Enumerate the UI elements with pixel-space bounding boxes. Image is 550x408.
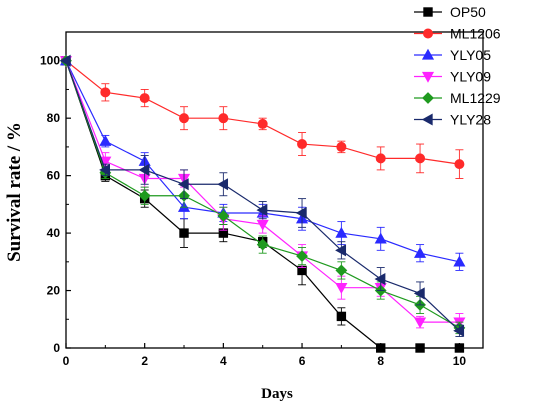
- data-point: [297, 139, 308, 150]
- data-point: [177, 178, 189, 191]
- data-point: [413, 287, 425, 300]
- legend-item-yly28: YLY28: [414, 112, 491, 128]
- chart-legend: OP50 ML1206 YLY05 YLY09 ML1229 YLY28: [414, 4, 501, 128]
- y-axis-title: Survival rate / %: [4, 122, 25, 262]
- legend-item-op50: OP50: [414, 4, 486, 20]
- data-point: [376, 343, 386, 353]
- data-point: [256, 219, 269, 231]
- legend-label: ML1206: [450, 26, 501, 42]
- chart-series: [59, 54, 466, 353]
- legend-label: OP50: [450, 4, 486, 20]
- data-point: [217, 178, 229, 191]
- series-yly28: [59, 54, 465, 337]
- data-point: [138, 163, 150, 176]
- legend-marker: [421, 113, 433, 126]
- series-ml1206: [61, 55, 465, 179]
- y-tick-label: 20: [47, 284, 61, 298]
- data-point: [257, 118, 268, 129]
- y-tick-label: 0: [53, 341, 60, 355]
- x-tick-label: 2: [141, 354, 148, 368]
- series-line: [65, 60, 460, 165]
- data-point: [335, 244, 347, 257]
- x-axis-title: Days: [261, 386, 293, 402]
- data-point: [139, 93, 150, 104]
- y-tick-label: 100: [40, 54, 60, 68]
- data-point: [374, 232, 387, 244]
- data-point: [336, 311, 347, 322]
- data-point: [256, 204, 268, 217]
- plot-frame: [65, 31, 484, 349]
- legend-label: YLY09: [450, 69, 491, 85]
- legend-marker: [421, 48, 435, 60]
- x-tick-label: 8: [377, 354, 384, 368]
- data-point: [138, 189, 151, 202]
- series-yly09: [59, 56, 466, 332]
- data-point: [454, 159, 465, 170]
- legend-marker: [423, 7, 433, 17]
- data-point: [374, 273, 386, 286]
- data-point: [59, 54, 71, 67]
- series-line: [65, 60, 460, 329]
- data-point: [335, 264, 348, 277]
- legend-item-yly09: YLY09: [414, 69, 491, 85]
- data-point: [217, 209, 230, 222]
- data-point: [453, 255, 466, 267]
- legend-item-yly05: YLY05: [414, 47, 491, 63]
- data-point: [415, 343, 425, 353]
- data-point: [414, 317, 427, 329]
- legend-label: YLY05: [450, 47, 491, 63]
- legend-label: YLY28: [450, 112, 491, 128]
- data-point: [453, 324, 465, 337]
- x-tick-label: 10: [453, 354, 467, 368]
- data-point: [335, 283, 348, 294]
- x-tick-label: 6: [299, 354, 306, 368]
- series-line: [65, 60, 460, 332]
- data-point: [100, 87, 111, 98]
- data-point: [179, 228, 189, 238]
- data-point: [336, 141, 347, 152]
- data-point: [296, 250, 308, 262]
- x-tick-label: 4: [220, 354, 227, 368]
- data-point: [454, 343, 465, 353]
- y-tick-label: 40: [47, 226, 61, 240]
- data-point: [295, 206, 307, 220]
- legend-marker: [423, 28, 433, 39]
- series-line: [65, 60, 460, 323]
- data-point: [375, 153, 386, 164]
- data-point: [414, 246, 427, 258]
- legend-item-ml1206: ML1206: [414, 26, 501, 42]
- legend-label: ML1229: [450, 90, 501, 106]
- data-point: [218, 113, 229, 124]
- data-point: [415, 153, 426, 164]
- series-ml1229: [60, 54, 466, 335]
- y-tick-label: 60: [47, 169, 61, 183]
- y-tick-label: 80: [47, 111, 61, 125]
- data-point: [335, 226, 348, 238]
- data-point: [99, 163, 110, 176]
- legend-marker: [422, 92, 434, 104]
- legend-marker: [421, 71, 435, 83]
- data-point: [256, 238, 269, 251]
- data-point: [179, 113, 190, 124]
- legend-item-ml1229: ML1229: [414, 90, 501, 106]
- x-tick-label: 0: [63, 354, 70, 368]
- data-point: [99, 134, 112, 146]
